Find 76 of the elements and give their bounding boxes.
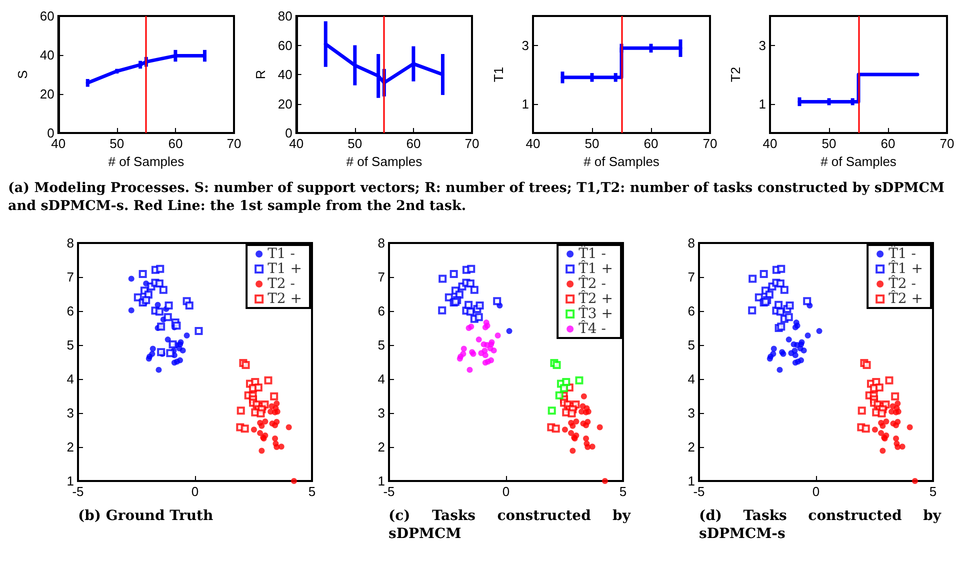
- x-tick-label: 70: [940, 136, 954, 151]
- x-axis-title: # of Samples: [108, 154, 185, 169]
- y-tick-label: 80: [278, 8, 292, 24]
- x-tick-label: -5: [72, 484, 84, 499]
- y-tick-label: 4: [377, 372, 384, 386]
- x-tick-label: 60: [643, 136, 658, 151]
- y-tick-label: 6: [66, 304, 74, 318]
- text: (d) Tasks constructed by sDPMCM-s: [698, 507, 942, 543]
- y-tick-label: 7: [688, 270, 695, 284]
- y-tick-label: 60: [40, 8, 54, 24]
- legend-label: T2 +: [268, 291, 302, 307]
- x-tick-label: 50: [822, 136, 836, 151]
- y-tick-label: 0: [47, 126, 54, 140]
- x-axis-title: # of Samples: [583, 154, 660, 169]
- y-tick-label: 7: [377, 270, 384, 284]
- text: (c) Tasks constructed by sDPMCM: [388, 507, 632, 543]
- y-tick-label: 60: [278, 38, 292, 53]
- y-tick-label: 1: [66, 474, 74, 488]
- x-tick-label: 0: [502, 484, 510, 499]
- y-tick-label: 1: [521, 96, 528, 112]
- x-tick-label: 50: [347, 136, 362, 151]
- y-tick-label: 0: [284, 126, 292, 140]
- legend-label: T1 +: [268, 261, 302, 277]
- y-axis-title: R: [252, 70, 268, 80]
- x-tick-label: 60: [168, 136, 183, 151]
- legend-label: T2 -: [268, 276, 296, 292]
- x-axis-title: # of Samples: [820, 154, 898, 169]
- x-tick-label: 0: [812, 484, 820, 499]
- x-tick-label: 5: [929, 484, 937, 499]
- y-tick-label: 8: [688, 236, 695, 250]
- y-tick-label: 40: [278, 67, 292, 82]
- y-tick-label: 1: [688, 474, 695, 488]
- y-tick-label: 3: [377, 406, 384, 420]
- y-tick-label: 5: [66, 338, 74, 352]
- x-tick-label: 50: [110, 136, 124, 151]
- y-tick-label: 4: [66, 372, 74, 386]
- x-tick-label: 70: [702, 136, 717, 151]
- x-tick-label: 70: [226, 136, 242, 151]
- y-axis-title: T2: [728, 66, 744, 82]
- y-tick-label: 5: [688, 338, 695, 352]
- y-tick-label: 1: [759, 96, 766, 112]
- text: (b) Ground Truth: [77, 507, 214, 525]
- y-tick-label: 3: [521, 38, 528, 53]
- y-tick-label: 20: [278, 96, 292, 112]
- y-tick-label: 6: [688, 304, 695, 318]
- x-tick-label: -5: [693, 484, 705, 499]
- y-tick-label: 5: [377, 338, 384, 352]
- y-tick-label: 2: [66, 440, 74, 454]
- y-tick-label: 2: [688, 440, 695, 454]
- y-tick-label: 2: [377, 440, 384, 454]
- y-tick-label: 3: [688, 406, 695, 420]
- y-tick-label: 20: [40, 86, 54, 102]
- x-tick-label: 5: [618, 484, 626, 499]
- y-tick-label: 8: [377, 236, 384, 250]
- y-tick-label: 3: [759, 38, 766, 53]
- legend-label: T1 -: [268, 246, 296, 262]
- y-axis-title: S: [15, 70, 30, 79]
- x-tick-label: 5: [308, 484, 316, 499]
- y-tick-label: 6: [377, 304, 384, 318]
- x-tick-label: 0: [191, 484, 199, 499]
- x-axis-title: # of Samples: [346, 154, 422, 169]
- y-axis-title: T1: [490, 66, 506, 82]
- legend-label: T̂2 +: [888, 289, 924, 307]
- y-tick-label: 1: [377, 474, 384, 488]
- x-tick-label: 60: [881, 136, 896, 151]
- y-tick-label: 4: [688, 372, 695, 386]
- y-tick-label: 8: [66, 236, 74, 250]
- x-tick-label: 70: [464, 136, 479, 151]
- y-tick-label: 40: [40, 48, 54, 62]
- y-tick-label: 3: [66, 406, 74, 420]
- text: (a) Modeling Processes. S: number of support vectors; R: number of trees; T1,T2: number of tasks constructed by sDPMCM and sDPMCM-s. Red Line: the 1st sample from the 2nd task.: [8, 179, 946, 215]
- x-tick-label: -5: [382, 484, 394, 499]
- y-tick-label: 7: [66, 270, 74, 284]
- x-tick-label: 60: [406, 136, 420, 151]
- legend-label: T̂4 -: [578, 319, 606, 337]
- x-tick-label: 50: [584, 136, 599, 151]
